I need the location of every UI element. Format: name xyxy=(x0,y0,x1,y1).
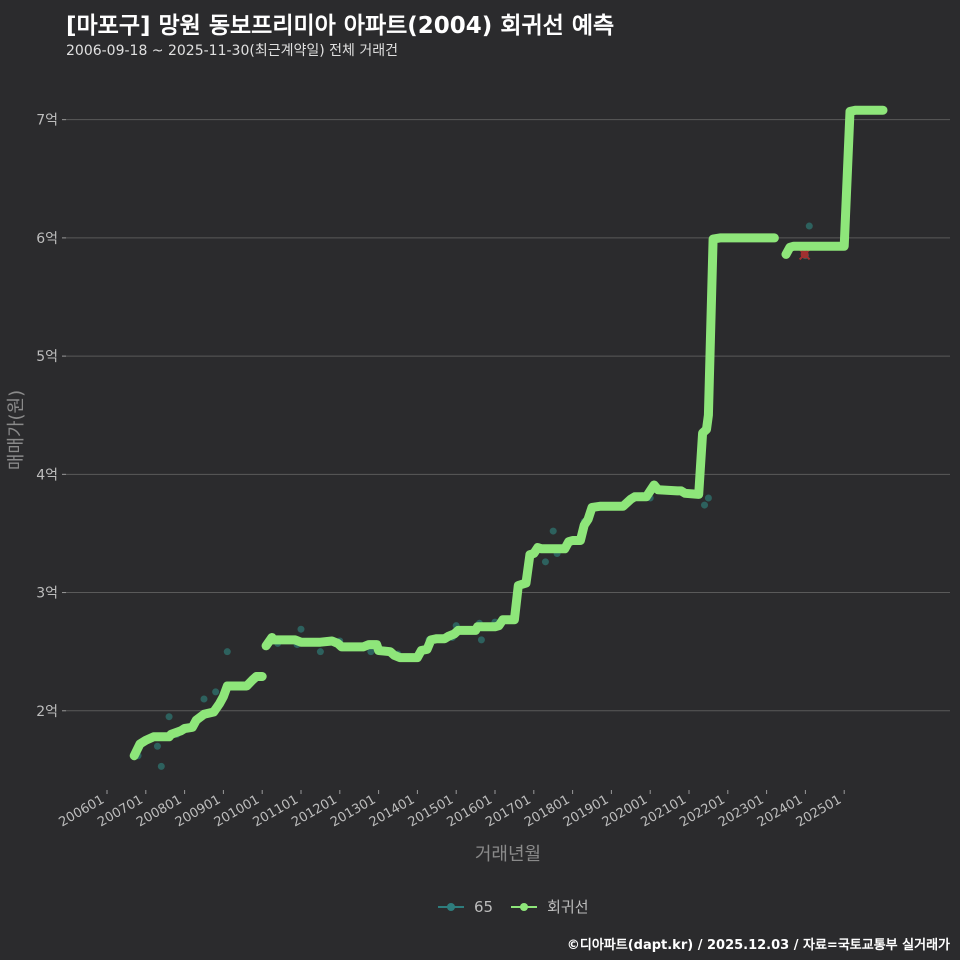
grid-lines xyxy=(66,119,950,712)
legend-key-icon xyxy=(438,900,464,914)
data-point xyxy=(223,648,231,656)
y-axis-title: 매매가(원) xyxy=(6,390,27,470)
x-axis-title: 거래년월 xyxy=(475,844,541,865)
legend-item-65[interactable]: 65 xyxy=(438,898,493,916)
data-point xyxy=(367,648,375,656)
y-tick-label: 4억 xyxy=(36,467,58,483)
data-point xyxy=(212,688,220,696)
chart-subtitle: 2006-09-18 ~ 2025-11-30(최근계약일) 전체 거래건 xyxy=(66,43,398,59)
x-axis-ticks: 2006012007012008012009012010012011012012… xyxy=(57,790,845,830)
highlight-point-dot xyxy=(800,250,809,259)
data-point xyxy=(805,222,813,230)
data-point xyxy=(541,558,549,566)
regression-line xyxy=(129,105,888,761)
data-point xyxy=(477,636,485,644)
y-axis-ticks: 2억 3억 4억 5억 6억 7억 xyxy=(36,113,66,720)
y-tick-label: 2억 xyxy=(36,704,58,720)
legend-item-regression[interactable]: 회귀선 xyxy=(511,896,589,917)
regression-line-segment xyxy=(129,672,267,761)
data-point xyxy=(297,625,305,633)
data-point xyxy=(704,494,712,502)
y-tick-label: 6억 xyxy=(36,231,58,247)
data-point xyxy=(316,648,324,656)
footer-credit: ©디아파트(dapt.kr) / 2025.12.03 / 자료=국토교통부 실… xyxy=(566,938,950,953)
x-tick-label: 202501 xyxy=(794,792,844,830)
data-point xyxy=(165,713,173,721)
regression-line-segment xyxy=(781,105,888,259)
legend-label: 65 xyxy=(474,897,494,916)
regression-line-segment xyxy=(261,233,779,663)
legend-label: 회귀선 xyxy=(547,898,589,916)
y-tick-label: 7억 xyxy=(36,113,58,129)
chart-title: [마포구] 망원 동보프리미아 아파트(2004) 회귀선 예측 xyxy=(66,13,615,39)
data-point xyxy=(701,501,709,509)
y-tick-label: 3억 xyxy=(36,586,58,602)
data-point xyxy=(549,527,557,535)
data-point xyxy=(200,695,208,703)
data-point xyxy=(157,762,165,770)
data-point xyxy=(153,742,161,750)
legend: 65 회귀선 xyxy=(438,896,595,917)
legend-key-icon xyxy=(511,900,538,914)
y-tick-label: 5억 xyxy=(36,349,58,365)
